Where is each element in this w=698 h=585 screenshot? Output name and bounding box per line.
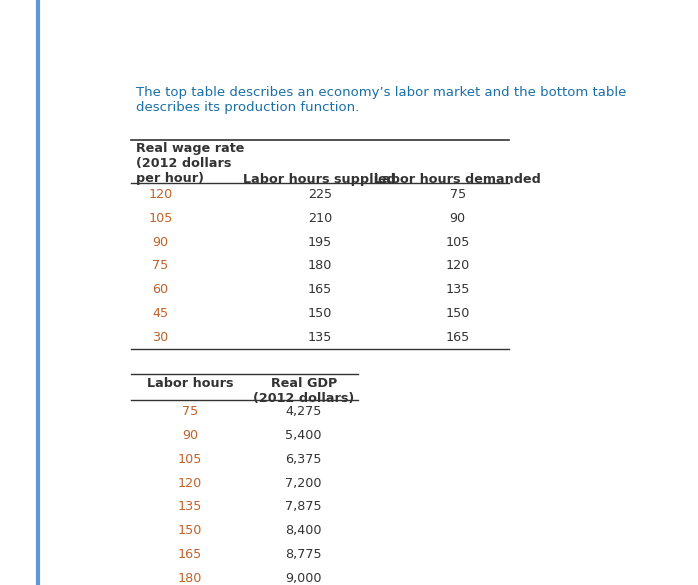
Text: 210: 210 [308,212,332,225]
Text: 8,775: 8,775 [285,548,322,561]
Text: 90: 90 [182,429,198,442]
Text: 45: 45 [152,307,168,320]
Text: 150: 150 [308,307,332,320]
Text: The top table describes an economy’s labor market and the bottom table
describes: The top table describes an economy’s lab… [136,85,626,113]
Text: 75: 75 [182,405,198,418]
Text: 135: 135 [445,283,470,296]
Text: 90: 90 [152,236,168,249]
Text: 60: 60 [152,283,168,296]
Text: 225: 225 [308,188,332,201]
Text: 120: 120 [446,259,470,273]
Text: 75: 75 [450,188,466,201]
Text: 75: 75 [152,259,168,273]
Text: Labor hours supplied: Labor hours supplied [244,173,396,186]
Text: 180: 180 [178,572,202,585]
Text: Labor hours: Labor hours [147,377,233,390]
Text: 7,875: 7,875 [285,500,322,514]
Text: 165: 165 [308,283,332,296]
Text: 30: 30 [152,331,168,344]
Text: 90: 90 [450,212,466,225]
Text: 105: 105 [148,212,172,225]
Text: Real GDP
(2012 dollars): Real GDP (2012 dollars) [253,377,355,404]
Text: 105: 105 [178,453,202,466]
Text: 180: 180 [308,259,332,273]
Text: 5,400: 5,400 [285,429,322,442]
Text: 135: 135 [308,331,332,344]
Text: 8,400: 8,400 [285,524,322,537]
Text: 120: 120 [178,477,202,490]
Text: 150: 150 [178,524,202,537]
Text: 195: 195 [308,236,332,249]
Text: 7,200: 7,200 [285,477,322,490]
Text: 9,000: 9,000 [285,572,322,585]
Text: Real wage rate
(2012 dollars
per hour): Real wage rate (2012 dollars per hour) [136,142,244,185]
Text: 120: 120 [148,188,172,201]
Text: 4,275: 4,275 [285,405,322,418]
Text: 6,375: 6,375 [285,453,322,466]
Text: 165: 165 [446,331,470,344]
Text: 105: 105 [445,236,470,249]
Text: 150: 150 [445,307,470,320]
Text: Labor hours demanded: Labor hours demanded [374,173,541,186]
Text: 135: 135 [178,500,202,514]
Text: 165: 165 [178,548,202,561]
